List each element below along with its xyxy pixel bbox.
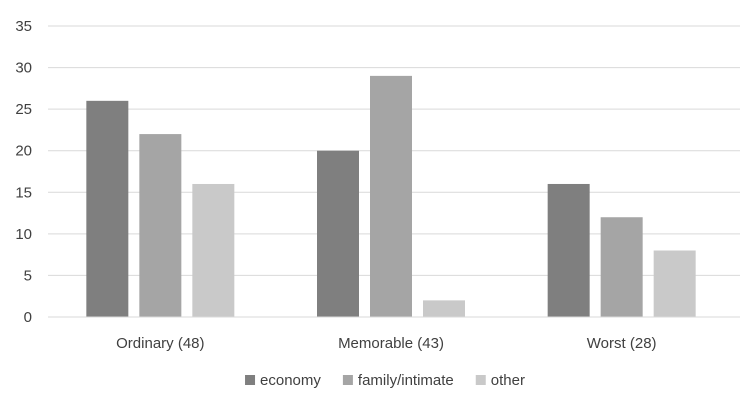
legend-swatch (475, 375, 486, 385)
bar-other (423, 300, 465, 317)
x-category-label: Ordinary (48) (116, 335, 204, 352)
legend: economy family/intimate other (245, 372, 525, 389)
x-category-label: Memorable (43) (338, 335, 444, 352)
bar-family-intimate (139, 134, 182, 317)
y-tick-label: 20 (15, 143, 32, 160)
y-tick-label: 5 (24, 267, 32, 284)
x-category-label: Worst (28) (587, 335, 657, 352)
bar-economy (547, 183, 590, 317)
bar-economy (317, 150, 359, 317)
y-tick-label: 30 (15, 60, 32, 77)
y-tick-label: 15 (15, 184, 32, 201)
bar-other (653, 250, 696, 317)
x-axis: Ordinary (48) Memorable (43) Worst (28) (48, 316, 740, 352)
y-axis: 0 5 10 15 20 25 30 35 (15, 18, 32, 326)
bar-economy (86, 100, 129, 317)
legend-label: other (491, 372, 525, 389)
legend-label: family/intimate (358, 372, 454, 389)
bar-family-intimate (600, 217, 643, 317)
legend-label: economy (260, 372, 321, 389)
y-tick-label: 25 (15, 101, 32, 118)
y-tick-label: 10 (15, 226, 32, 243)
legend-swatch (342, 375, 353, 385)
y-tick-label: 35 (15, 18, 32, 35)
y-tick-label: 0 (24, 309, 32, 326)
bars (86, 75, 696, 317)
bar-other (192, 183, 235, 317)
legend-swatch (245, 375, 256, 385)
bar-family-intimate (370, 75, 412, 317)
